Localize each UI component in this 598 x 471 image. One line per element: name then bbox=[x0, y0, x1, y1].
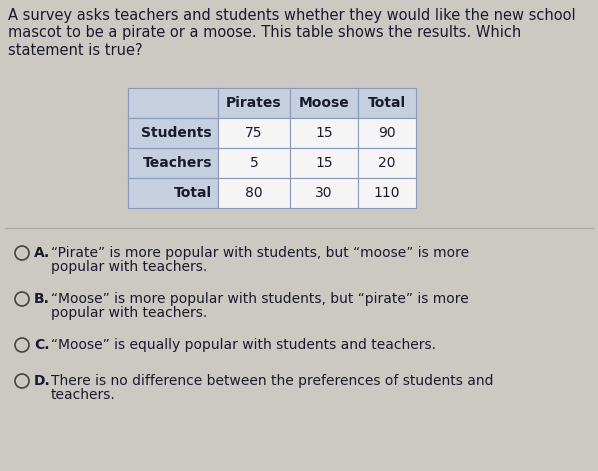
Bar bbox=[128, 88, 218, 118]
Bar bbox=[290, 118, 358, 148]
Text: 20: 20 bbox=[379, 156, 396, 170]
Text: “Moose” is more popular with students, but “pirate” is more: “Moose” is more popular with students, b… bbox=[51, 292, 469, 306]
Text: 15: 15 bbox=[315, 126, 333, 140]
Text: Total: Total bbox=[368, 96, 406, 110]
Bar bbox=[128, 118, 218, 148]
Text: 90: 90 bbox=[378, 126, 396, 140]
Bar bbox=[358, 118, 416, 148]
Bar bbox=[218, 88, 290, 118]
Text: B.: B. bbox=[34, 292, 50, 306]
Text: Total: Total bbox=[174, 186, 212, 200]
Text: A survey asks teachers and students whether they would like the new school
masco: A survey asks teachers and students whet… bbox=[8, 8, 576, 58]
Text: 75: 75 bbox=[245, 126, 263, 140]
Text: D.: D. bbox=[34, 374, 51, 388]
Text: Students: Students bbox=[141, 126, 212, 140]
Text: teachers.: teachers. bbox=[51, 388, 116, 402]
Text: Teachers: Teachers bbox=[142, 156, 212, 170]
Bar bbox=[358, 148, 416, 178]
Bar bbox=[358, 178, 416, 208]
Bar bbox=[290, 88, 358, 118]
Bar bbox=[218, 148, 290, 178]
Bar bbox=[290, 148, 358, 178]
Text: “Moose” is equally popular with students and teachers.: “Moose” is equally popular with students… bbox=[51, 338, 436, 352]
Text: C.: C. bbox=[34, 338, 50, 352]
Bar bbox=[290, 178, 358, 208]
Text: Pirates: Pirates bbox=[226, 96, 282, 110]
Bar bbox=[218, 118, 290, 148]
Text: “Pirate” is more popular with students, but “moose” is more: “Pirate” is more popular with students, … bbox=[51, 246, 469, 260]
Text: 30: 30 bbox=[315, 186, 332, 200]
Text: A.: A. bbox=[34, 246, 50, 260]
Text: 80: 80 bbox=[245, 186, 263, 200]
Bar bbox=[128, 148, 218, 178]
Bar bbox=[218, 178, 290, 208]
Text: 110: 110 bbox=[374, 186, 400, 200]
Text: Moose: Moose bbox=[298, 96, 349, 110]
Text: popular with teachers.: popular with teachers. bbox=[51, 306, 208, 320]
Text: 5: 5 bbox=[249, 156, 258, 170]
Text: There is no difference between the preferences of students and: There is no difference between the prefe… bbox=[51, 374, 493, 388]
Bar bbox=[128, 178, 218, 208]
Text: popular with teachers.: popular with teachers. bbox=[51, 260, 208, 274]
Bar bbox=[358, 88, 416, 118]
Text: 15: 15 bbox=[315, 156, 333, 170]
